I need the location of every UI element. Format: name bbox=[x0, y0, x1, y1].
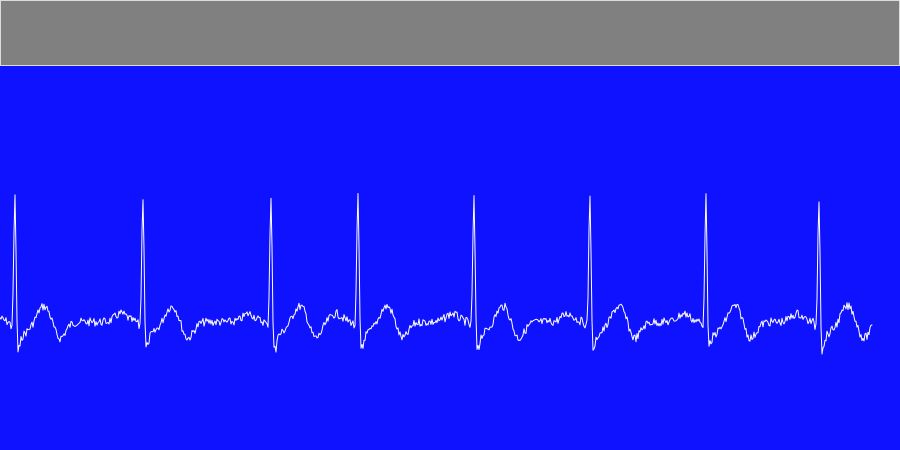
ecg-trace bbox=[0, 193, 873, 355]
ecg-monitor-panel bbox=[0, 66, 900, 450]
top-toolbar bbox=[0, 0, 900, 66]
ecg-waveform-plot bbox=[0, 193, 873, 355]
